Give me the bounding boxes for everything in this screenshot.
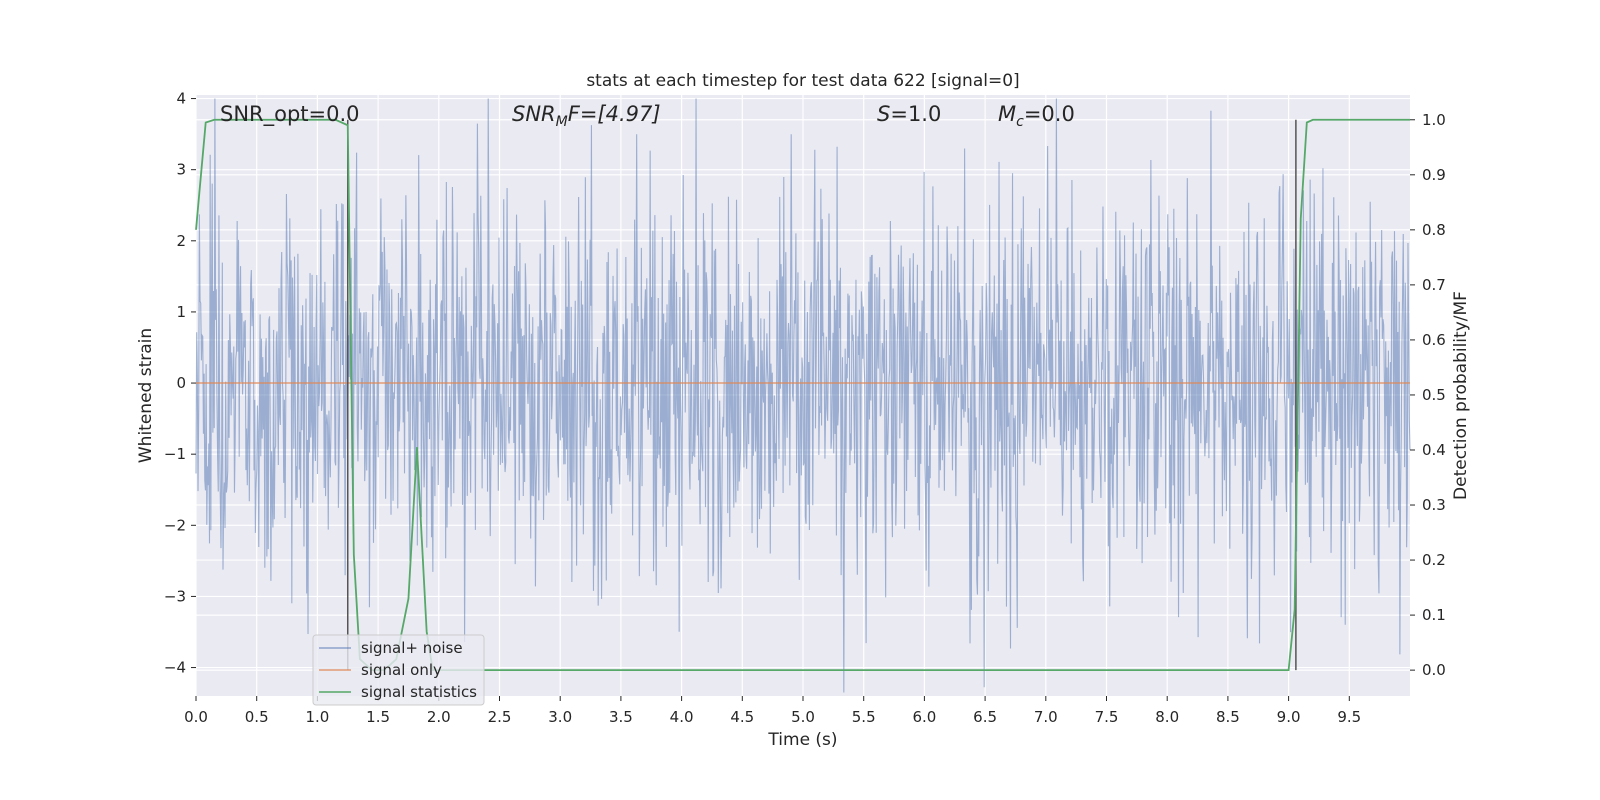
y2-tick-label: 0.8 <box>1422 221 1446 239</box>
annotation-snr-opt: SNR_opt=0.0 <box>220 102 360 127</box>
x-tick-label: 6.0 <box>912 708 936 726</box>
y-tick-label: −3 <box>164 587 186 605</box>
x-tick-label: 4.0 <box>670 708 694 726</box>
x-tick-label: 6.5 <box>973 708 997 726</box>
y-axis-ticks: 4 3 2 1 0 −1 −2 −3 −4 <box>164 90 196 677</box>
y2-tick-label: 0.0 <box>1422 661 1446 679</box>
y2-tick-label: 0.3 <box>1422 496 1446 514</box>
y-tick-label: −4 <box>164 659 186 677</box>
y2-axis-label: Detection probability/MF <box>1451 291 1471 500</box>
series-signal-plus-noise <box>195 98 1411 693</box>
y2-tick-label: 1.0 <box>1422 111 1446 129</box>
legend: signal+ noise signal only signal statist… <box>312 634 485 706</box>
y-tick-label: 3 <box>176 161 186 179</box>
y2-tick-label: 0.6 <box>1422 331 1446 349</box>
annotation-mc-subscript: c <box>1016 114 1024 130</box>
x-tick-label: 3.0 <box>548 708 572 726</box>
x-tick-label: 1.5 <box>366 708 390 726</box>
y-tick-label: 2 <box>176 232 186 250</box>
x-tick-label: 3.5 <box>609 708 633 726</box>
x-tick-label: 0.0 <box>184 708 208 726</box>
y2-tick-label: 0.1 <box>1422 606 1446 624</box>
y2-tick-label: 0.2 <box>1422 551 1446 569</box>
legend-label-signal-only: signal only <box>361 661 442 679</box>
annotation-mc-value: =0.0 <box>1024 102 1075 126</box>
x-tick-label: 4.5 <box>730 708 754 726</box>
annotation-mc-var: M <box>998 102 1016 126</box>
annotation-snr-mf: SNRMF=[4.97] <box>512 102 661 130</box>
y-tick-label: 4 <box>176 90 186 108</box>
annotation-snr-mf-base: SNR <box>512 102 556 126</box>
series-line-signal-plus-noise <box>195 98 1411 693</box>
y2-axis-ticks: 1.0 0.9 0.8 0.7 0.6 0.5 0.4 0.3 0.2 0.1 0.0 <box>1410 111 1446 679</box>
y2-tick-label: 0.7 <box>1422 276 1446 294</box>
x-tick-label: 2.5 <box>488 708 512 726</box>
y2-tick-label: 0.9 <box>1422 166 1446 184</box>
x-tick-label: 9.0 <box>1277 708 1301 726</box>
y-tick-label: −1 <box>164 445 186 463</box>
annotation-s-value: =1.0 <box>890 102 941 126</box>
annotation-s: S=1.0 <box>877 102 941 126</box>
x-tick-label: 8.0 <box>1155 708 1179 726</box>
annotation-mc: Mc=0.0 <box>998 102 1075 130</box>
x-tick-label: 7.0 <box>1034 708 1058 726</box>
y-tick-label: 1 <box>176 303 186 321</box>
x-tick-label: 8.5 <box>1216 708 1240 726</box>
annotation-s-var: S <box>877 102 890 126</box>
y2-tick-label: 0.4 <box>1422 441 1446 459</box>
legend-label-signal-plus-noise: signal+ noise <box>361 639 463 657</box>
chart-title: stats at each timestep for test data 622… <box>586 71 1019 91</box>
x-tick-label: 7.5 <box>1095 708 1119 726</box>
x-tick-label: 2.0 <box>427 708 451 726</box>
x-tick-label: 5.0 <box>791 708 815 726</box>
annotations: SNR_opt=0.0 SNRMF=[4.97] S=1.0 Mc=0.0 <box>220 102 1075 130</box>
legend-label-signal-statistics: signal statistics <box>361 683 477 701</box>
y-tick-label: −2 <box>164 516 186 534</box>
x-axis-ticks: 0.0 0.5 1.0 1.5 2.0 2.5 3.0 3.5 4.0 4.5 5.0 5.5 6.0 6… <box>184 696 1361 726</box>
x-axis-label: Time (s) <box>767 730 837 750</box>
annotation-snr-mf-value: F=[4.97] <box>568 102 661 126</box>
y-axis-label: Whitened strain <box>136 328 156 463</box>
annotation-snr-mf-subscript: M <box>556 114 568 130</box>
y-tick-label: 0 <box>176 374 186 392</box>
x-tick-label: 0.5 <box>245 708 269 726</box>
x-tick-label: 5.5 <box>852 708 876 726</box>
x-tick-label: 1.0 <box>305 708 329 726</box>
legend-box <box>312 634 485 706</box>
y2-tick-label: 0.5 <box>1422 386 1446 404</box>
x-tick-label: 9.5 <box>1337 708 1361 726</box>
